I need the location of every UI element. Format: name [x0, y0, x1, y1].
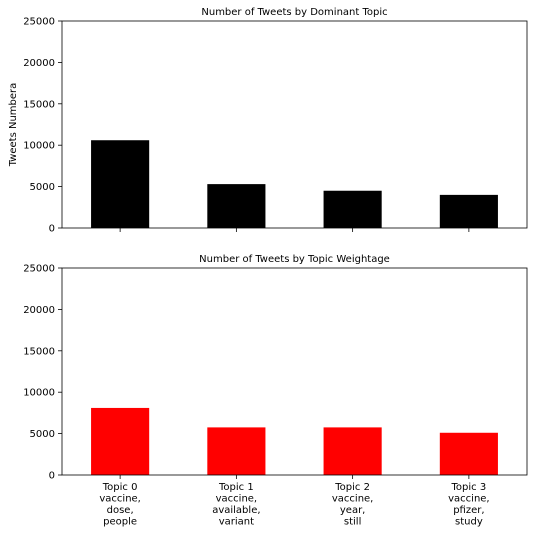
x-tick-label: vaccine, [216, 494, 258, 505]
y-tick-label: 5000 [30, 429, 55, 440]
x-tick-label: year, [340, 505, 366, 516]
x-tick-label: vaccine, [332, 494, 374, 505]
y-tick-label: 10000 [23, 388, 55, 399]
x-tick-label: dose, [107, 505, 134, 516]
y-axis-label: Tweets Numbera [8, 83, 19, 168]
y-tick-label: 0 [49, 471, 55, 482]
bar-1 [207, 427, 266, 475]
bar-2 [323, 427, 382, 475]
bar-3 [439, 194, 498, 228]
y-tick-label: 15000 [23, 346, 55, 357]
y-tick-label: 15000 [23, 99, 55, 110]
x-tick-label: still [344, 517, 361, 528]
x-tick-label: Topic 3 [451, 482, 487, 493]
bar-3 [439, 432, 498, 475]
x-tick-label: available, [212, 505, 260, 516]
y-tick-label: 25000 [23, 264, 55, 275]
y-tick-label: 5000 [30, 182, 55, 193]
x-tick-label: variant [219, 517, 254, 528]
bar-0 [91, 407, 150, 475]
y-tick-label: 0 [49, 224, 55, 235]
y-tick-label: 10000 [23, 141, 55, 152]
bar-2 [323, 190, 382, 228]
bar-0 [91, 140, 150, 228]
y-tick-label: 20000 [23, 305, 55, 316]
x-tick-label: vaccine, [99, 494, 141, 505]
x-tick-label: people [103, 517, 137, 528]
x-tick-label: vaccine, [448, 494, 490, 505]
plot-frame [61, 267, 528, 476]
x-tick-label: pfizer, [453, 505, 484, 516]
y-tick-label: 20000 [23, 58, 55, 69]
y-tick-label: 25000 [23, 17, 55, 28]
plot-frame [61, 20, 528, 229]
x-tick-label: Topic 1 [218, 482, 254, 493]
x-tick-label: Topic 0 [102, 482, 138, 493]
chart-title: Number of Tweets by Dominant Topic [201, 7, 387, 18]
x-tick-label: Topic 2 [334, 482, 370, 493]
bar-1 [207, 184, 266, 228]
x-tick-label: study [455, 517, 483, 528]
chart-title: Number of Tweets by Topic Weightage [199, 254, 390, 265]
